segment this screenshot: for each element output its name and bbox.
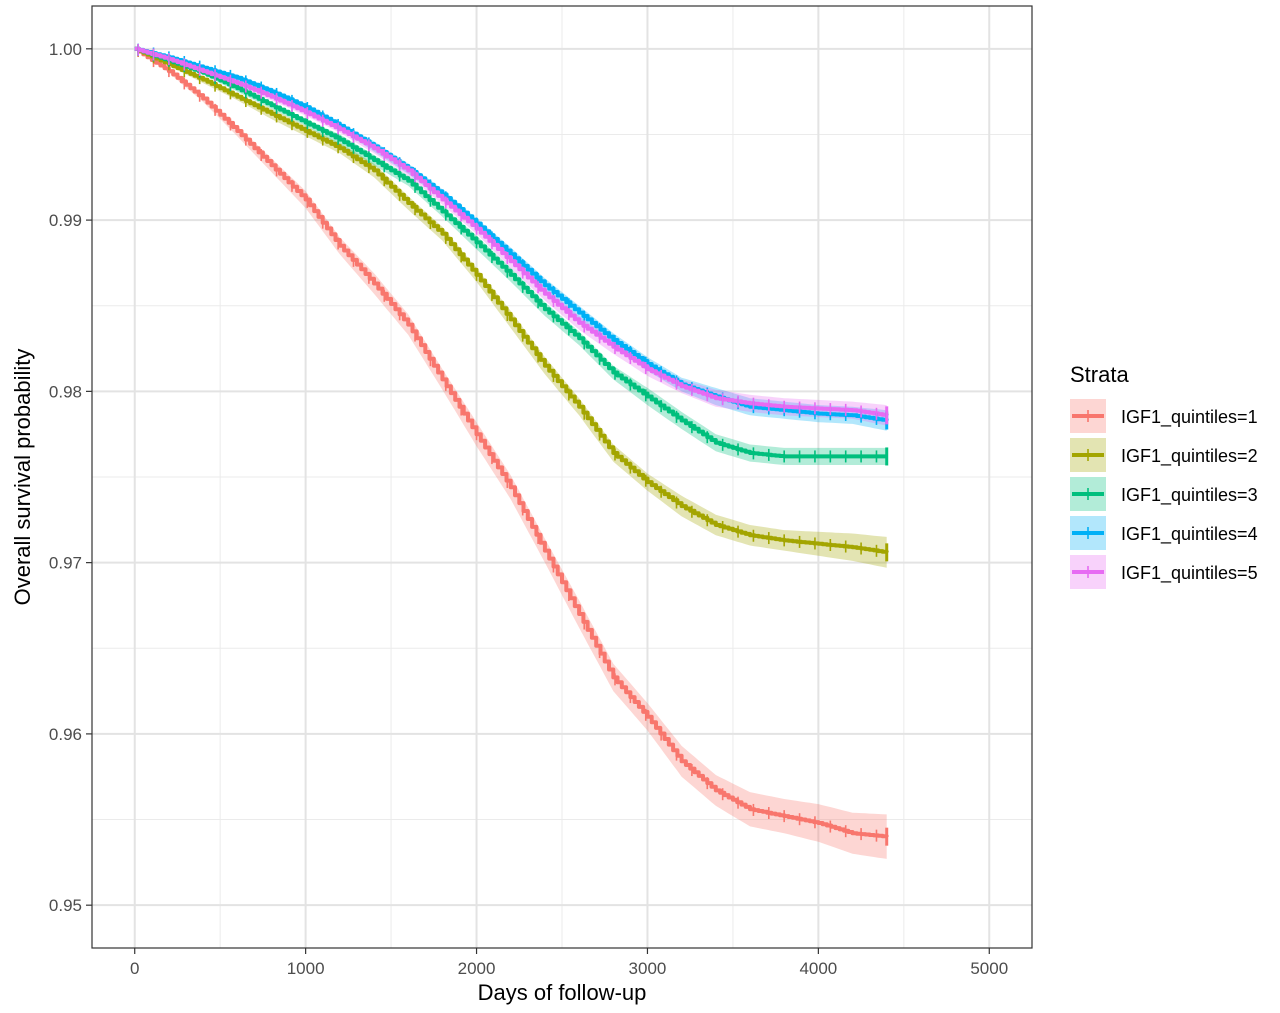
- y-tick-label: 0.97: [49, 554, 82, 573]
- legend-item-3: IGF1_quintiles=3: [1070, 477, 1258, 511]
- x-axis-title: Days of follow-up: [478, 980, 647, 1005]
- y-tick-label: 0.98: [49, 382, 82, 401]
- y-tick-label: 0.99: [49, 211, 82, 230]
- minor-gridlines: [92, 6, 1032, 948]
- legend-label: IGF1_quintiles=2: [1121, 446, 1258, 467]
- x-tick-label: 1000: [287, 959, 325, 978]
- legend-title: Strata: [1070, 362, 1129, 387]
- legend-label: IGF1_quintiles=3: [1121, 485, 1258, 506]
- x-tick-label: 4000: [799, 959, 837, 978]
- y-axis: 0.95 0.96 0.97 0.98 0.99 1.00: [49, 40, 92, 915]
- legend-item-1: IGF1_quintiles=1: [1070, 399, 1258, 433]
- legend-label: IGF1_quintiles=5: [1121, 563, 1258, 584]
- legend-label: IGF1_quintiles=1: [1121, 407, 1258, 428]
- legend-label: IGF1_quintiles=4: [1121, 524, 1258, 545]
- plot-panel-border: [91, 5, 1033, 949]
- y-tick-label: 0.96: [49, 725, 82, 744]
- legend: Strata IGF1_quintiles=1 IGF1_quintiles=2 I…: [1070, 362, 1258, 589]
- legend-item-5: IGF1_quintiles=5: [1070, 555, 1258, 589]
- x-axis: 0 1000 2000 3000 4000 5000: [130, 948, 1008, 978]
- y-axis-title: Overall survival probability: [10, 349, 35, 606]
- x-tick-label: 3000: [629, 959, 667, 978]
- y-tick-label: 0.95: [49, 896, 82, 915]
- major-gridlines: [92, 6, 1032, 948]
- x-tick-label: 5000: [970, 959, 1008, 978]
- x-tick-label: 0: [130, 959, 139, 978]
- y-tick-label: 1.00: [49, 40, 82, 59]
- censor-marks: [137, 43, 889, 846]
- survival-line-3: [134, 46, 887, 459]
- x-tick-label: 2000: [458, 959, 496, 978]
- legend-item-2: IGF1_quintiles=2: [1070, 438, 1258, 472]
- legend-item-4: IGF1_quintiles=4: [1070, 516, 1258, 550]
